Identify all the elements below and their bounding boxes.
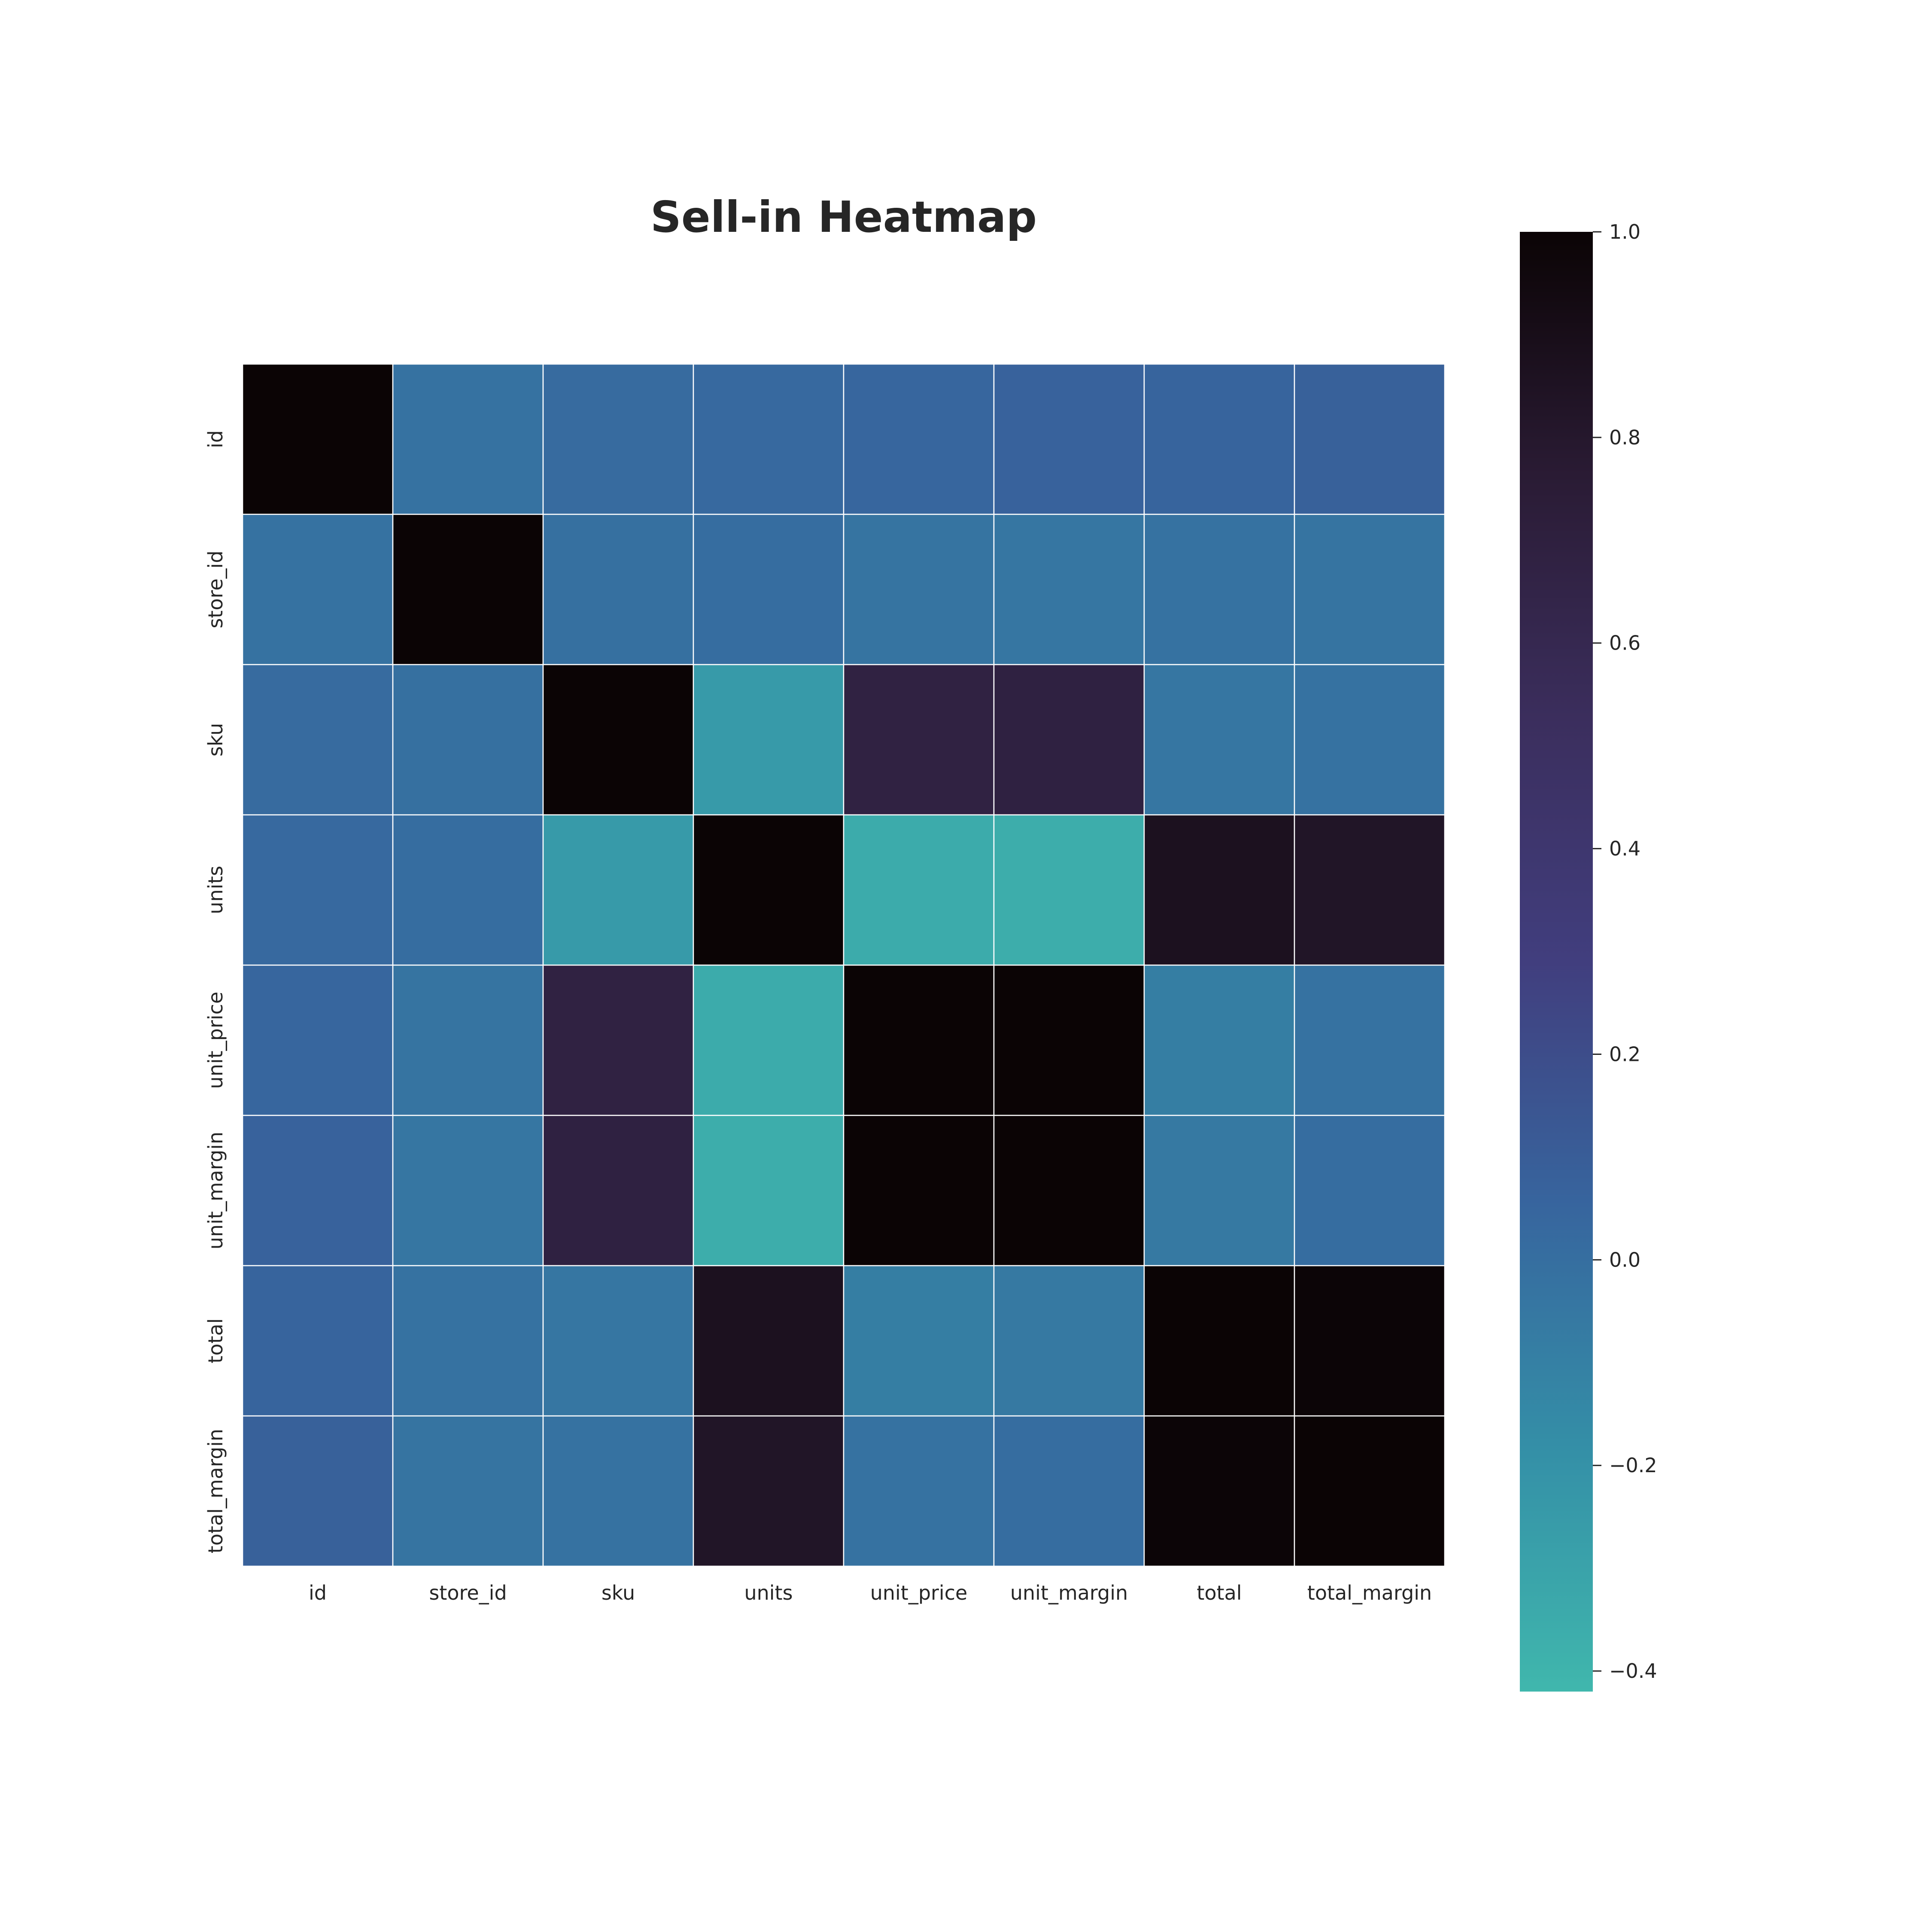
heatmap-cell-units-id: [242, 814, 394, 966]
heatmap-cell-sku-sku: [542, 664, 694, 816]
heatmap-cell-unit_margin-total_margin: [1294, 1115, 1446, 1267]
x-tick-label: store_id: [429, 1581, 507, 1604]
heatmap-cell-unit_margin-total: [1143, 1115, 1295, 1267]
heatmap-cell-store_id-units: [693, 513, 844, 665]
heatmap-cell-total_margin-total_margin: [1294, 1415, 1446, 1567]
x-tick-label: unit_margin: [1010, 1581, 1128, 1604]
heatmap-cell-total_margin-unit_margin: [993, 1415, 1145, 1567]
heatmap-cell-total-sku: [542, 1265, 694, 1417]
heatmap-cell-id-total_margin: [1294, 363, 1446, 515]
x-tick-label: total_margin: [1307, 1581, 1432, 1604]
heatmap-cell-store_id-sku: [542, 513, 694, 665]
heatmap-cell-sku-units: [693, 664, 844, 816]
heatmap-cell-total-total: [1143, 1265, 1295, 1417]
y-tick-label: unit_price: [204, 992, 227, 1089]
heatmap-cell-id-id: [242, 363, 394, 515]
heatmap-cell-units-sku: [542, 814, 694, 966]
colorbar-ticks: 1.0 0.8 0.6 0.4 0.2 0.0 −0.2 −0.4: [1593, 220, 1657, 1683]
heatmap-cell-id-total: [1143, 363, 1295, 515]
heatmap-cell-total-units: [693, 1265, 844, 1417]
colorbar-tick-label: −0.4: [1609, 1659, 1657, 1683]
heatmap-cell-sku-unit_margin: [993, 664, 1145, 816]
heatmap-cell-id-sku: [542, 363, 694, 515]
x-tick-labels: id store_id sku units unit_price unit_margin t…: [309, 1581, 1432, 1604]
heatmap-cell-unit_margin-unit_margin: [993, 1115, 1145, 1267]
heatmap-cell-units-store_id: [392, 814, 544, 966]
y-tick-label: total_margin: [204, 1429, 227, 1553]
heatmap-cell-total_margin-units: [693, 1415, 844, 1567]
heatmap-cell-id-unit_price: [843, 363, 995, 515]
heatmap-cell-unit_price-id: [242, 964, 394, 1116]
y-tick-label: unit_margin: [204, 1132, 227, 1249]
heatmap-cell-store_id-total: [1143, 513, 1295, 665]
heatmap-cell-units-units: [693, 814, 844, 966]
heatmap-cell-unit_price-unit_price: [843, 964, 995, 1116]
heatmap-cell-store_id-id: [242, 513, 394, 665]
heatmap-cell-sku-id: [242, 664, 394, 816]
heatmap-cell-total-unit_price: [843, 1265, 995, 1417]
heatmap-cell-units-total: [1143, 814, 1295, 966]
heatmap-cell-total_margin-sku: [542, 1415, 694, 1567]
x-tick-label: unit_price: [870, 1581, 968, 1604]
heatmap-cell-unit_price-unit_margin: [993, 964, 1145, 1116]
heatmap-cell-units-unit_price: [843, 814, 995, 966]
heatmap-cell-unit_price-store_id: [392, 964, 544, 1116]
y-tick-label: sku: [204, 723, 227, 756]
colorbar-tick-label: 1.0: [1609, 220, 1640, 243]
y-tick-label: units: [204, 866, 227, 914]
heatmap-cell-unit_price-units: [693, 964, 844, 1116]
colorbar: [1520, 232, 1593, 1692]
heatmap-cell-unit_price-total: [1143, 964, 1295, 1116]
heatmap-cell-total-store_id: [392, 1265, 544, 1417]
x-tick-label: units: [744, 1581, 793, 1604]
heatmap-cell-store_id-store_id: [392, 513, 544, 665]
y-tick-label: store_id: [204, 550, 227, 628]
heatmap-cell-id-store_id: [392, 363, 544, 515]
heatmap-cell-id-unit_margin: [993, 363, 1145, 515]
x-tick-label: id: [309, 1581, 327, 1604]
y-tick-label: total: [204, 1318, 227, 1363]
heatmap-cell-sku-unit_price: [843, 664, 995, 816]
colorbar-tick-label: 0.2: [1609, 1042, 1640, 1066]
colorbar-tick-label: 0.4: [1609, 837, 1640, 860]
heatmap-cell-units-unit_margin: [993, 814, 1145, 966]
heatmap-cell-sku-total_margin: [1294, 664, 1446, 816]
heatmap-cell-total-unit_margin: [993, 1265, 1145, 1417]
x-tick-label: total: [1197, 1581, 1242, 1604]
heatmap-cell-unit_price-total_margin: [1294, 964, 1446, 1116]
colorbar-tick-label: 0.8: [1609, 426, 1640, 449]
colorbar-tick-label: 0.6: [1609, 632, 1640, 655]
heatmap-cell-total-id: [242, 1265, 394, 1417]
heatmap-cell-id-units: [693, 363, 844, 515]
heatmap-cell-total_margin-id: [242, 1415, 394, 1567]
heatmap-cell-units-total_margin: [1294, 814, 1446, 966]
chart-title: Sell-in Heatmap: [650, 192, 1037, 242]
heatmap-cell-total-total_margin: [1294, 1265, 1446, 1417]
heatmap-cell-unit_margin-id: [242, 1115, 394, 1267]
heatmap-cell-unit_price-sku: [542, 964, 694, 1116]
heatmap-cell-unit_margin-units: [693, 1115, 844, 1267]
heatmap-cell-unit_margin-store_id: [392, 1115, 544, 1267]
heatmap-cell-store_id-unit_price: [843, 513, 995, 665]
colorbar-tick-label: 0.0: [1609, 1248, 1640, 1271]
y-tick-label: id: [204, 430, 227, 448]
heatmap-cell-unit_margin-sku: [542, 1115, 694, 1267]
heatmap-cells: [242, 363, 1446, 1567]
heatmap-cell-store_id-unit_margin: [993, 513, 1145, 665]
colorbar-tick-label: −0.2: [1609, 1454, 1657, 1477]
heatmap-cell-store_id-total_margin: [1294, 513, 1446, 665]
heatmap-cell-sku-store_id: [392, 664, 544, 816]
heatmap-cell-total_margin-unit_price: [843, 1415, 995, 1567]
heatmap-cell-total_margin-total: [1143, 1415, 1295, 1567]
heatmap-cell-sku-total: [1143, 664, 1295, 816]
heatmap-cell-unit_margin-unit_price: [843, 1115, 995, 1267]
heatmap-cell-total_margin-store_id: [392, 1415, 544, 1567]
x-tick-label: sku: [601, 1581, 635, 1604]
